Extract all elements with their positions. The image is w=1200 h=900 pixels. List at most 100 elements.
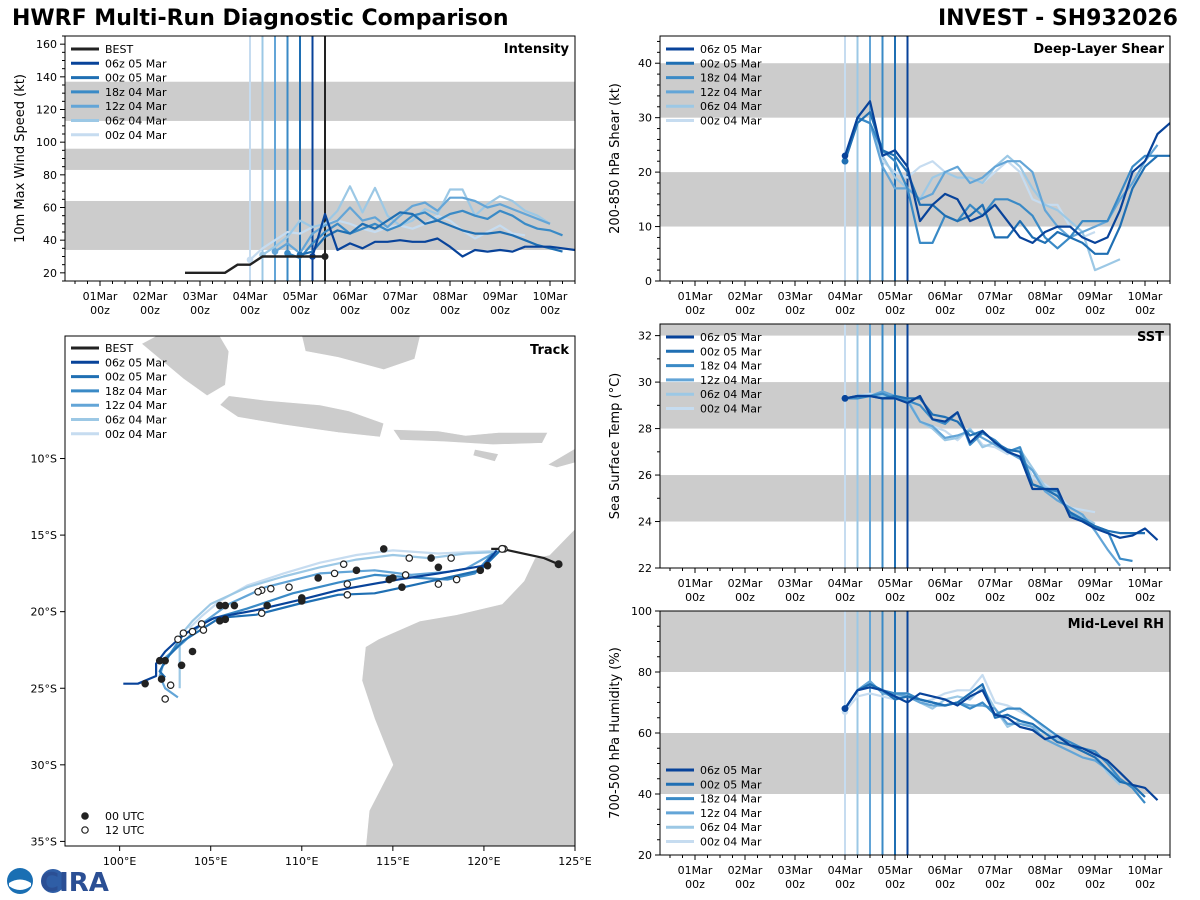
x-tick-label: 02Mar	[728, 577, 763, 590]
map-area	[123, 336, 575, 846]
x-tick-label: 00z	[685, 591, 705, 604]
legend-label: 12z 04 Mar	[700, 86, 762, 99]
marker-legend-label: 00 UTC	[105, 810, 145, 823]
x-tick-label: 00z	[1085, 591, 1105, 604]
x-tick-label: 02Mar	[728, 290, 763, 303]
x-tick-label: 06Mar	[333, 290, 368, 303]
x-tick-label: 03Mar	[778, 864, 813, 877]
track-marker-00utc	[188, 647, 197, 656]
track-marker-00utc	[221, 601, 230, 610]
legend-label: 06z 04 Mar	[105, 414, 167, 427]
track-line	[123, 549, 498, 685]
timor-island	[546, 448, 575, 469]
track-marker-12utc	[434, 580, 443, 588]
x-tick-label: 00z	[190, 304, 210, 317]
track-marker-12utc	[343, 591, 352, 599]
sumatra-island	[140, 336, 230, 397]
series-line	[844, 390, 1121, 567]
y-tick-label: 20	[43, 267, 57, 280]
track-marker-12utc	[343, 580, 352, 588]
x-tick-label: 04Mar	[828, 864, 863, 877]
plot-area	[660, 324, 1170, 568]
x-tick-label: 07Mar	[383, 290, 418, 303]
marker-legend-symbol	[81, 826, 89, 834]
track-marker-12utc	[447, 554, 455, 562]
x-tick-label: 00z	[785, 878, 805, 891]
x-tick-label: 00z	[90, 304, 110, 317]
x-tick-label: 10Mar	[533, 290, 568, 303]
x-tick-label: 09Mar	[483, 290, 518, 303]
legend-label: 00z 04 Mar	[700, 403, 762, 416]
y-tick-label: 30	[638, 112, 652, 125]
series-line	[287, 209, 563, 260]
legend-label: 00z 04 Mar	[700, 115, 762, 128]
x-tick-label: 100°E	[103, 855, 136, 868]
x-tick-label: 00z	[1135, 878, 1155, 891]
track-marker-00utc	[398, 583, 406, 591]
x-tick-label: 00z	[885, 591, 905, 604]
series-line	[844, 686, 1159, 801]
track-marker-12utc	[254, 587, 262, 596]
x-tick-label: 00z	[1085, 304, 1105, 317]
legend-label: 06z 05 Mar	[700, 331, 762, 344]
y-tick-label: 35°S	[31, 835, 57, 848]
x-tick-label: 00z	[1035, 878, 1055, 891]
x-tick-label: 08Mar	[433, 290, 468, 303]
series-start-marker	[271, 248, 279, 255]
track-marker-00utc	[352, 566, 361, 575]
x-tick-label: 01Mar	[678, 864, 713, 877]
track-line	[178, 550, 499, 689]
cira-logo-text: CIRA	[40, 868, 109, 896]
track-marker-12utc	[257, 609, 266, 618]
x-tick-label: 105°E	[194, 855, 227, 868]
best-track-line	[185, 255, 325, 274]
best-track-marker	[554, 560, 563, 569]
track-marker-12utc	[197, 620, 206, 628]
track-marker-00utc	[476, 566, 485, 575]
track-marker-00utc	[216, 617, 224, 625]
x-tick-label: 120°E	[467, 855, 500, 868]
x-tick-label: 00z	[1135, 304, 1155, 317]
x-tick-label: 00z	[835, 304, 855, 317]
x-tick-label: 00z	[785, 591, 805, 604]
y-axis-label: 200-850 hPa Shear (kt)	[608, 83, 623, 234]
y-tick-label: 32	[638, 330, 652, 343]
series-line	[311, 212, 575, 258]
y-tick-label: 30°S	[31, 759, 57, 772]
y-tick-label: 100	[36, 136, 57, 149]
best-end-marker	[321, 253, 329, 260]
y-axis-label: 700-500 hPa Humidity (%)	[608, 647, 623, 819]
x-tick-label: 08Mar	[1028, 864, 1063, 877]
track-marker-00utc	[297, 597, 306, 605]
x-tick-label: 04Mar	[828, 577, 863, 590]
x-tick-label: 02Mar	[728, 864, 763, 877]
panel-rh: 2040608010001Mar00z02Mar00z03Mar00z04Mar…	[608, 605, 1171, 891]
track-marker-12utc	[401, 571, 410, 579]
panel-shear: 01020304001Mar00z02Mar00z03Mar00z04Mar00…	[608, 35, 1171, 317]
panel-title: Track	[530, 343, 569, 358]
x-tick-label: 10Mar	[1128, 290, 1163, 303]
shaded-band	[660, 324, 1170, 336]
y-tick-label: 24	[638, 516, 652, 529]
x-tick-label: 08Mar	[1028, 577, 1063, 590]
x-tick-label: 06Mar	[928, 290, 963, 303]
series-line	[843, 111, 1170, 255]
series-line	[843, 116, 1158, 250]
shaded-band	[65, 148, 575, 170]
best-track-marker	[498, 544, 507, 553]
legend-label: BEST	[105, 43, 133, 56]
track-marker-00utc	[434, 563, 443, 572]
y-tick-label: 160	[36, 38, 57, 51]
legend-label: 06z 04 Mar	[700, 100, 762, 113]
track-marker-12utc	[188, 627, 197, 636]
panel-title: Mid-Level RH	[1068, 617, 1164, 632]
track-marker-12utc	[179, 629, 188, 637]
series-start-marker	[284, 249, 291, 257]
track-marker-00utc	[263, 601, 271, 610]
legend-label: 06z 05 Mar	[105, 356, 167, 369]
x-tick-label: 03Mar	[778, 577, 813, 590]
y-tick-label: 20	[638, 849, 652, 862]
shaded-band	[660, 63, 1170, 118]
series-start-marker	[841, 152, 849, 160]
x-tick-label: 00z	[540, 304, 560, 317]
